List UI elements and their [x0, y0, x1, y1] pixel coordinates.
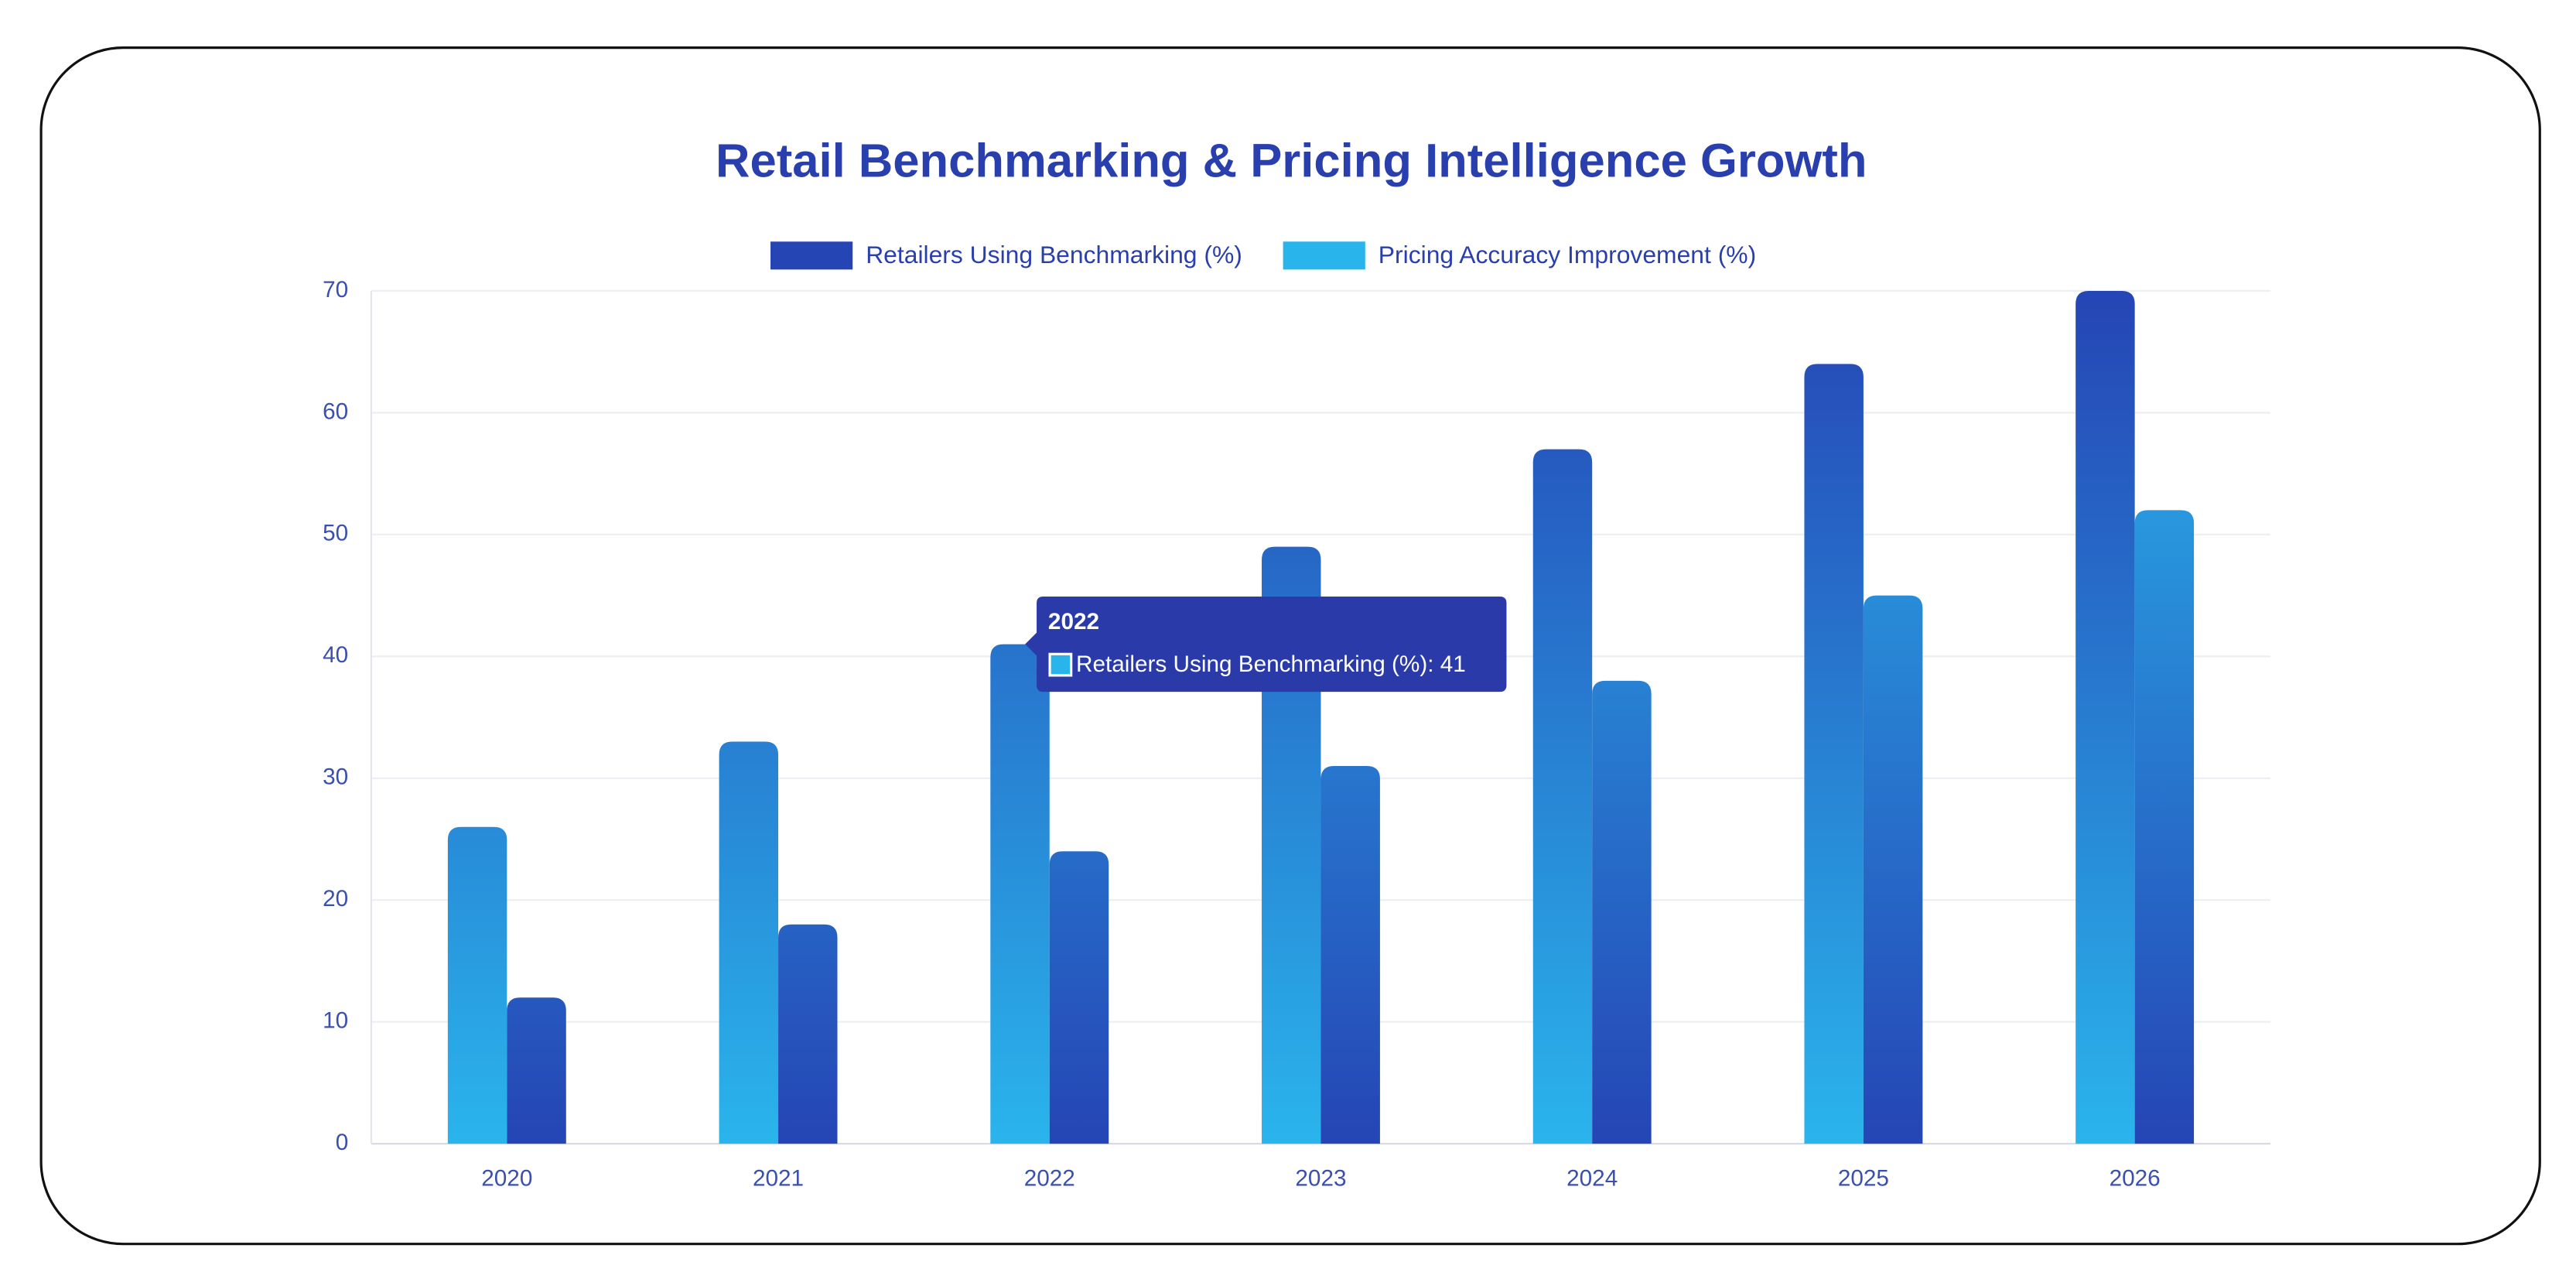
bar: [1049, 851, 1109, 1144]
y-tick-label: 40: [323, 642, 348, 668]
y-tick-label: 0: [336, 1130, 349, 1155]
tooltip-text: Retailers Using Benchmarking (%): 41: [1076, 651, 1466, 677]
y-tick-label: 70: [323, 277, 348, 303]
bar: [1592, 680, 1652, 1144]
chart-title: Retail Benchmarking & Pricing Intelligen…: [716, 135, 1867, 188]
tooltip-swatch: [1048, 652, 1073, 677]
x-tick-label: 2022: [1024, 1166, 1075, 1192]
y-tick-label: 60: [323, 398, 348, 424]
x-tick-label: 2023: [1295, 1166, 1346, 1192]
y-tick-label: 10: [323, 1008, 348, 1034]
legend-label: Retailers Using Benchmarking (%): [866, 241, 1242, 268]
legend-swatch: [770, 241, 853, 270]
x-tick-label: 2024: [1566, 1166, 1618, 1192]
x-tick-label: 2025: [1838, 1166, 1889, 1192]
bar: [1262, 546, 1321, 1144]
y-tick-label: 20: [323, 886, 348, 911]
x-tick-label: 2026: [2110, 1166, 2161, 1192]
bar: [1320, 766, 1380, 1144]
legend-label: Pricing Accuracy Improvement (%): [1379, 241, 1756, 268]
bar: [1532, 449, 1593, 1144]
bar: [2134, 510, 2195, 1144]
tooltip-box: [1025, 596, 1507, 693]
bar: [507, 997, 566, 1144]
bar: [778, 924, 838, 1144]
bar: [447, 826, 507, 1144]
x-tick-label: 2021: [753, 1166, 804, 1192]
bar: [2075, 290, 2135, 1144]
bars: [447, 290, 2195, 1144]
tooltip: 2022 Retailers Using Benchmarking (%): 4…: [1025, 596, 1507, 693]
legend: Retailers Using Benchmarking (%) Pricing …: [770, 241, 1756, 270]
y-tick-label: 30: [323, 764, 348, 790]
tooltip-title: 2022: [1048, 609, 1099, 634]
x-tick-label: 2020: [481, 1166, 532, 1192]
legend-swatch: [1283, 241, 1365, 270]
grid: 0 10 20 30 40 50 60 70 2020 2021 2022 2023 2024 2025 2…: [323, 277, 2270, 1192]
bar: [719, 741, 779, 1144]
bar: [1804, 364, 1864, 1144]
bar: [1863, 595, 1923, 1144]
bar: [990, 644, 1050, 1144]
y-tick-label: 50: [323, 521, 348, 546]
